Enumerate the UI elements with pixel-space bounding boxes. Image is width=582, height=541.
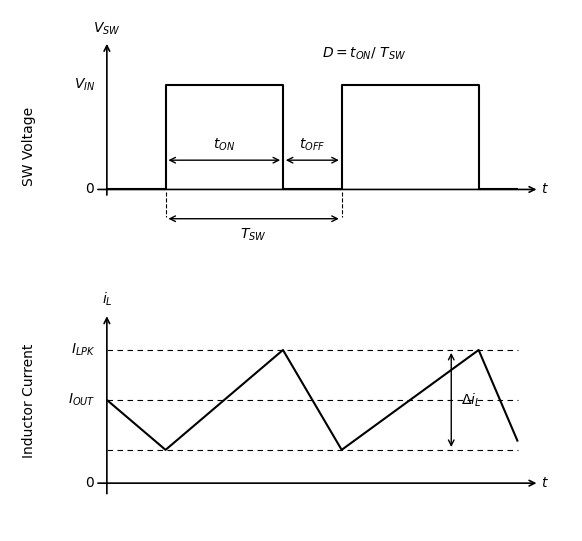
Text: $I_{OUT}$: $I_{OUT}$: [68, 392, 95, 408]
Text: Inductor Current: Inductor Current: [22, 343, 36, 458]
Text: $t_{ON}$: $t_{ON}$: [213, 136, 235, 153]
Text: SW Voltage: SW Voltage: [22, 107, 36, 186]
Text: $V_{IN}$: $V_{IN}$: [74, 77, 95, 93]
Text: $\Delta i_L$: $\Delta i_L$: [461, 391, 481, 408]
Text: $0$: $0$: [86, 476, 95, 490]
Text: $T_{SW}$: $T_{SW}$: [240, 227, 267, 243]
Text: $t_{OFF}$: $t_{OFF}$: [299, 136, 325, 153]
Text: $0$: $0$: [86, 182, 95, 196]
Text: $V_{SW}$: $V_{SW}$: [93, 21, 120, 37]
Text: $t$: $t$: [541, 476, 549, 490]
Text: $D = t_{ON}/ \ T_{SW}$: $D = t_{ON}/ \ T_{SW}$: [322, 45, 406, 62]
Text: $t$: $t$: [541, 182, 549, 196]
Text: $I_{LPK}$: $I_{LPK}$: [71, 342, 95, 358]
Text: $i_L$: $i_L$: [101, 291, 112, 308]
